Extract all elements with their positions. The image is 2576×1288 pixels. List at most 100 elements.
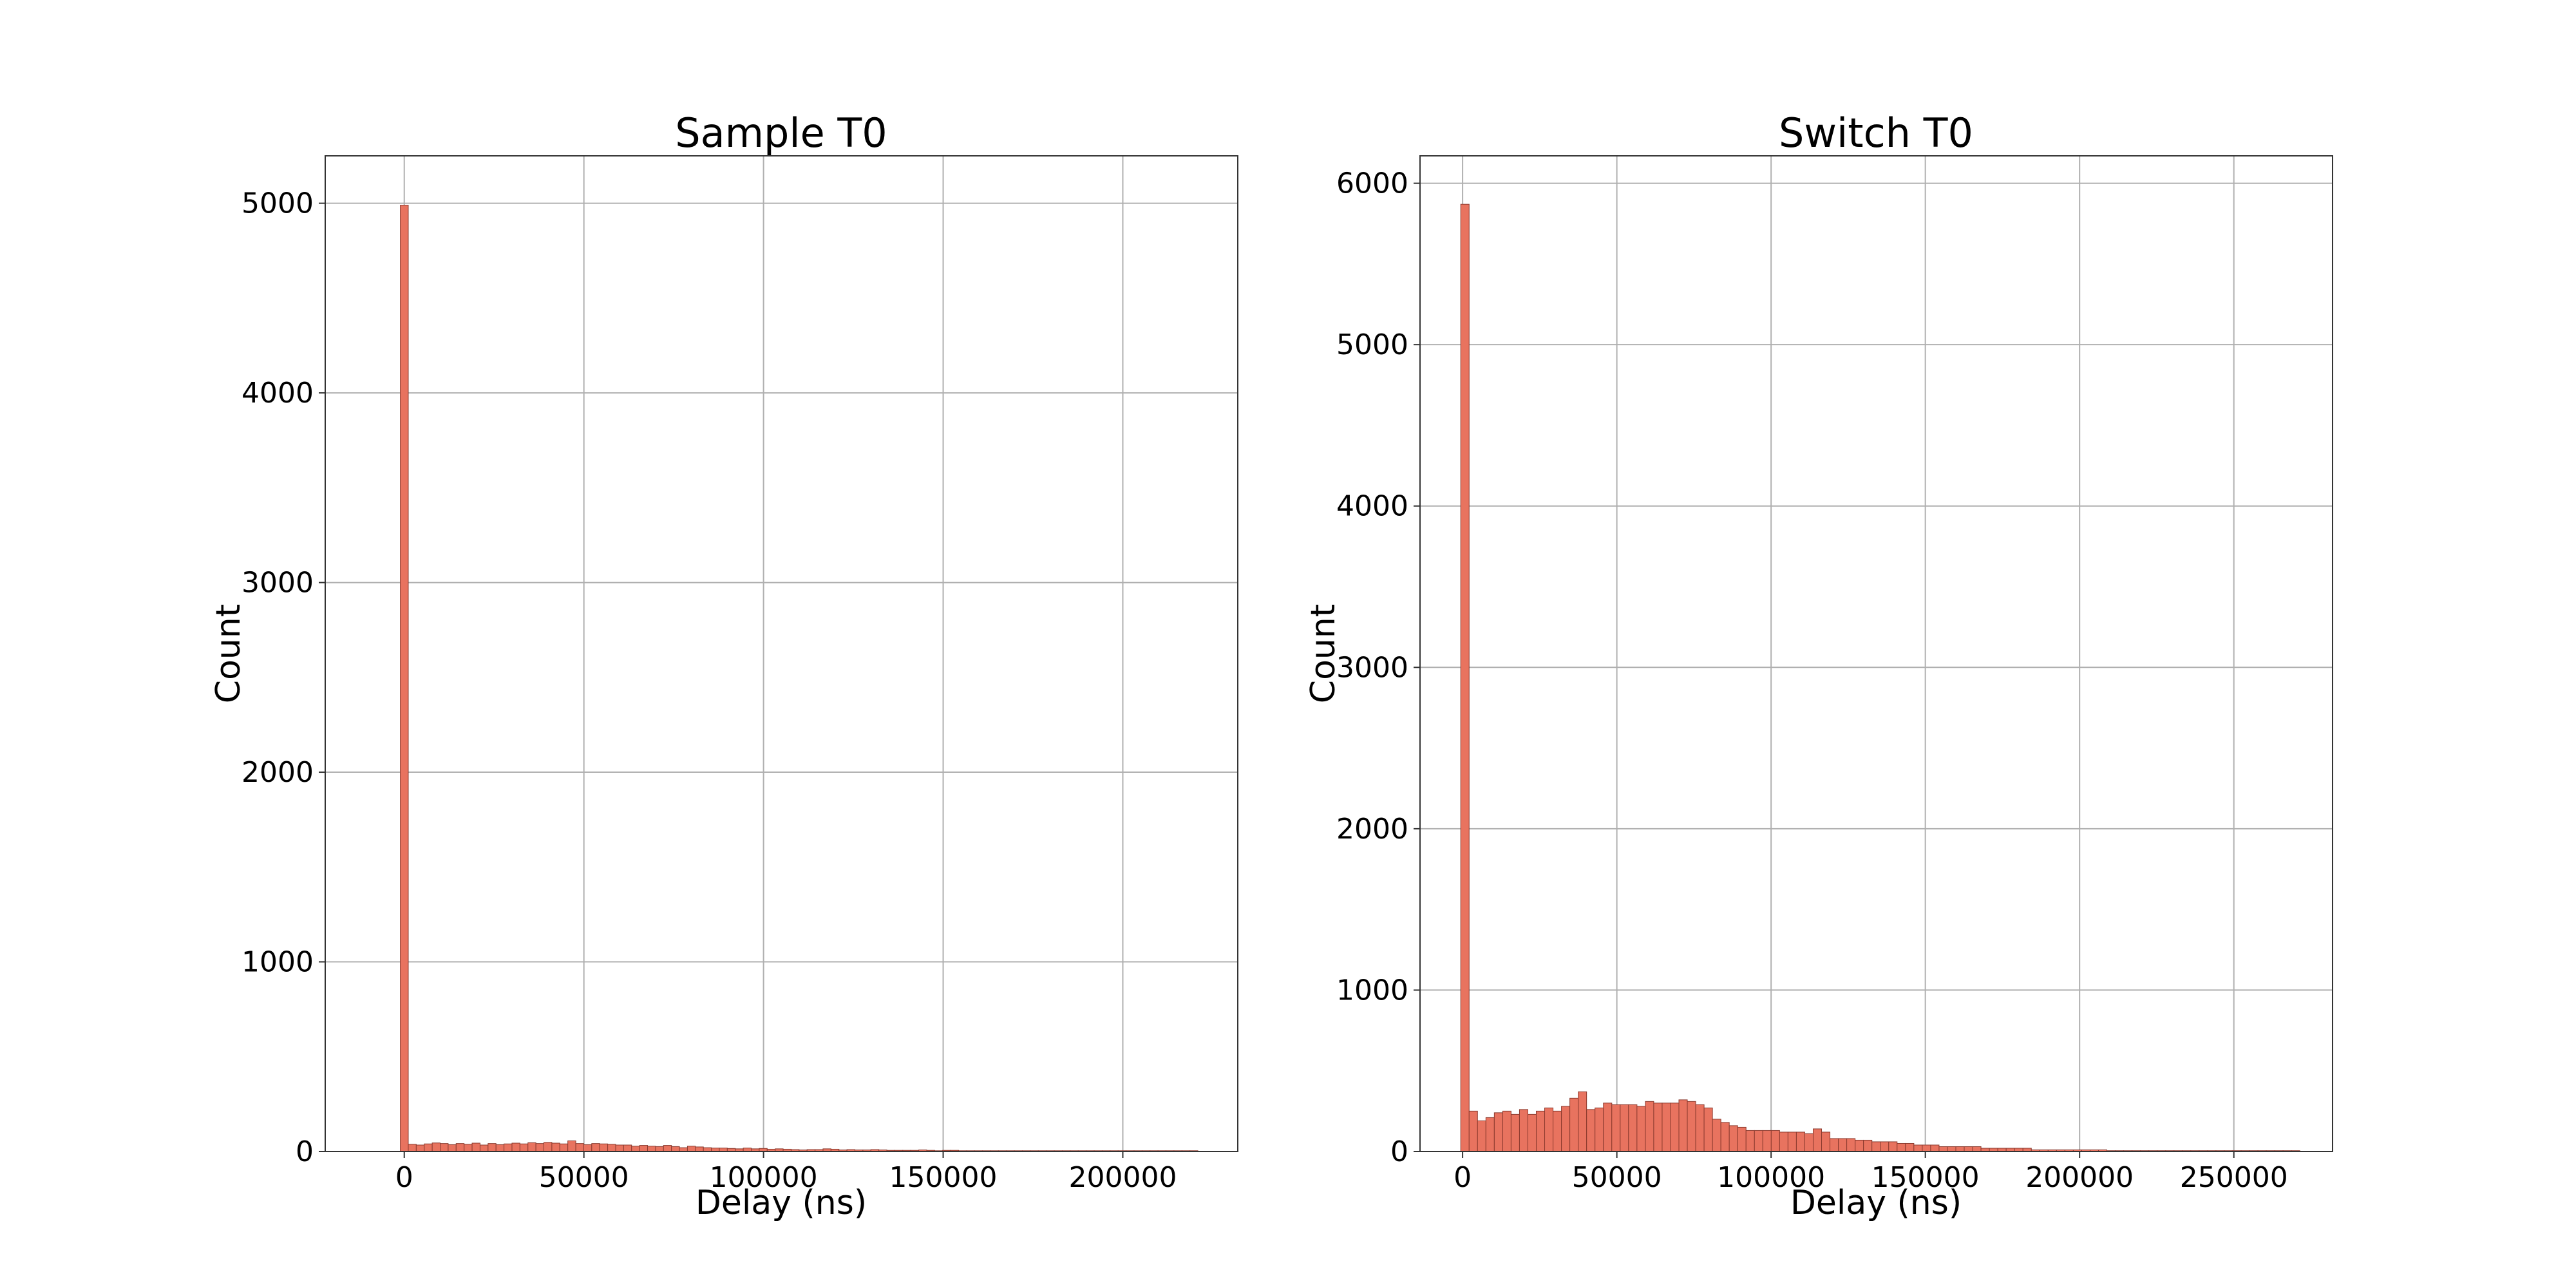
panel-switch-t0: 0 50000 100000 150000 200000 250000 0 1000 2000… <box>1304 109 2333 1222</box>
histogram-bar <box>488 1143 497 1152</box>
histogram-bar <box>1578 1091 1587 1152</box>
y-axis-label-switch-t0: Count <box>1304 604 1343 703</box>
histogram-bar <box>1603 1103 1613 1152</box>
histogram-bar <box>639 1145 649 1152</box>
histogram-bar <box>615 1144 624 1152</box>
histogram-bar <box>1795 1132 1805 1152</box>
x-tick-label: 200000 <box>2025 1161 2134 1194</box>
histogram-bar <box>1888 1141 1898 1152</box>
histogram-bar <box>440 1143 449 1152</box>
y-tick-label: 1000 <box>1336 974 1408 1007</box>
histogram-bar <box>1728 1125 1738 1152</box>
histogram-bar <box>448 1144 457 1152</box>
histogram-bar <box>1695 1104 1705 1152</box>
histogram-bar <box>408 1144 417 1152</box>
x-ticks-switch-t0: 0 50000 100000 150000 200000 250000 <box>1454 1151 2288 1194</box>
histogram-bar <box>695 1146 704 1152</box>
y-tick-label: 4000 <box>1336 490 1408 523</box>
histogram-bar <box>1493 1112 1503 1152</box>
y-axis-label-sample-t0: Count <box>209 604 248 703</box>
x-tick-label: 100000 <box>710 1161 818 1194</box>
y-tick-label: 5000 <box>242 187 314 220</box>
histogram-bar <box>623 1144 632 1152</box>
y-tick-label: 6000 <box>1336 167 1408 200</box>
histogram-bar <box>1821 1132 1831 1152</box>
histogram-bar <box>1510 1113 1520 1152</box>
histogram-bar <box>631 1146 640 1152</box>
histogram-bar <box>1636 1106 1646 1152</box>
histogram-bar <box>1485 1117 1495 1152</box>
y-ticks-switch-t0: 0 1000 2000 3000 4000 5000 6000 <box>1336 167 1420 1168</box>
histogram-bar <box>1779 1132 1788 1152</box>
histogram-bar <box>1536 1110 1546 1152</box>
histogram-bar <box>1897 1142 1906 1152</box>
histogram-bar <box>559 1143 569 1152</box>
histogram-bar <box>1720 1122 1730 1152</box>
histogram-bar <box>1855 1139 1864 1152</box>
histogram-bar <box>1586 1109 1596 1152</box>
histogram-bar <box>1553 1110 1562 1152</box>
histogram-bar <box>1460 204 1470 1152</box>
histogram-bar <box>1754 1130 1763 1152</box>
histogram-bar <box>1947 1146 1956 1152</box>
histogram-bar <box>687 1146 696 1152</box>
histogram-bar <box>1595 1107 1604 1152</box>
histogram-bar <box>1687 1101 1696 1152</box>
histogram-bar <box>1930 1144 1940 1152</box>
histogram-bar <box>1964 1146 1973 1152</box>
histogram-bar <box>607 1144 616 1152</box>
histogram-bar <box>527 1142 536 1152</box>
chart-title-switch-t0: Switch T0 <box>1779 109 1973 156</box>
axes-frame-sample-t0 <box>325 155 1238 1152</box>
histogram-bar <box>1830 1138 1839 1152</box>
y-tick-label: 4000 <box>242 377 314 410</box>
histogram-bar <box>1922 1144 1931 1152</box>
histogram-bar <box>535 1143 545 1152</box>
histogram-bar <box>1611 1104 1621 1152</box>
histogram-bar <box>583 1144 592 1152</box>
chart-title-sample-t0: Sample T0 <box>675 109 887 156</box>
x-tick-label: 250000 <box>2180 1161 2288 1194</box>
histogram-bar <box>1955 1146 1965 1152</box>
histogram-bar <box>599 1143 609 1152</box>
histogram-bar <box>671 1146 680 1152</box>
histogram-bar <box>1645 1101 1654 1152</box>
y-ticks-sample-t0: 0 1000 2000 3000 4000 5000 <box>242 187 325 1168</box>
histogram-bar <box>519 1143 529 1152</box>
histogram-bar <box>1846 1138 1856 1152</box>
x-tick-label: 0 <box>1454 1161 1472 1194</box>
histogram-bar <box>1670 1103 1680 1152</box>
x-tick-label: 50000 <box>1572 1161 1662 1194</box>
histogram-bar <box>479 1144 489 1152</box>
histogram-bar <box>1527 1113 1537 1152</box>
histogram-bar <box>1905 1142 1915 1152</box>
histogram-bar <box>1653 1103 1663 1152</box>
histogram-bar <box>575 1143 584 1152</box>
axes-frame-switch-t0 <box>1419 155 2333 1152</box>
histogram-bar <box>1544 1107 1554 1152</box>
x-axis-label-switch-t0: Delay (ns) <box>1790 1184 1962 1222</box>
histogram-bar <box>415 1144 425 1152</box>
histogram-bar <box>495 1144 505 1152</box>
histogram-bar <box>1745 1130 1755 1152</box>
histogram-bar <box>1737 1126 1747 1152</box>
histogram-bar <box>591 1143 600 1152</box>
histogram-bar <box>1812 1128 1823 1152</box>
histogram-bar <box>464 1144 473 1152</box>
histogram-bar <box>504 1143 513 1152</box>
x-tick-label: 50000 <box>539 1161 629 1194</box>
x-tick-label: 100000 <box>1717 1161 1825 1194</box>
histogram-bar <box>1662 1103 1671 1152</box>
histogram-bar <box>1468 1110 1478 1152</box>
histogram-bar <box>567 1141 576 1152</box>
histogram-bar <box>1620 1104 1629 1152</box>
histogram-bar <box>511 1142 520 1152</box>
y-tick-label: 0 <box>296 1135 314 1168</box>
histogram-bar <box>471 1142 480 1152</box>
histogram-bar <box>544 1142 553 1152</box>
x-axis-label-sample-t0: Delay (ns) <box>696 1184 867 1222</box>
histogram-bar <box>1502 1110 1511 1152</box>
histogram-bar <box>1762 1130 1772 1152</box>
histogram-bar <box>431 1142 441 1152</box>
